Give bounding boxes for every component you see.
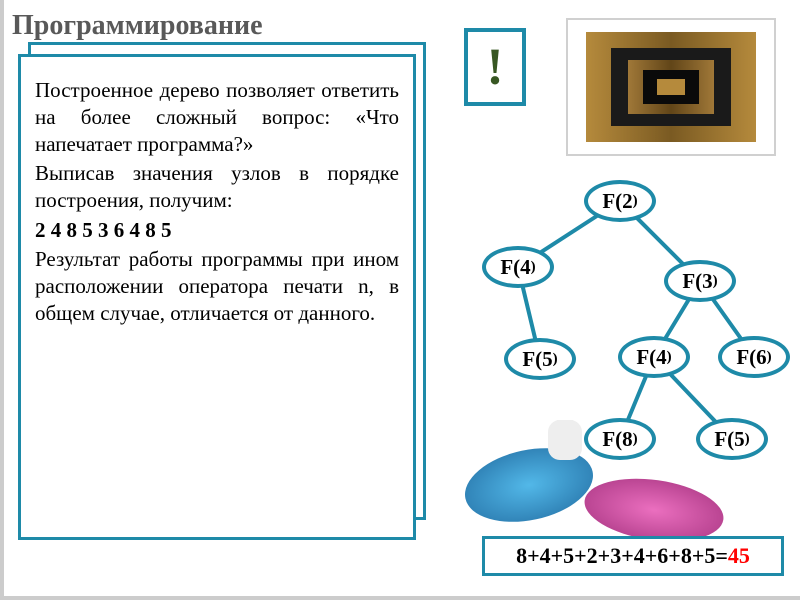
sequence-line: 2 4 8 5 3 6 4 8 5 <box>35 217 399 244</box>
result-answer: 45 <box>728 543 750 569</box>
tree-node-n8: F(8) <box>584 418 656 460</box>
tree-node-n4b: F(4) <box>618 336 690 378</box>
para-2: Выписав значения узлов в порядке построе… <box>35 160 399 214</box>
page-title: Программирование <box>12 10 263 42</box>
tree-node-n2: F(2) <box>584 180 656 222</box>
exclaim-mark: ! <box>486 38 503 97</box>
tree-node-n5a: F(5) <box>504 338 576 380</box>
exclaim-box: ! <box>464 28 526 106</box>
explanation-textbox: Построенное дерево позволяет ответить на… <box>18 54 416 540</box>
result-expression: 8+4+5+2+3+4+6+8+5= <box>516 543 728 569</box>
tree-node-n5b: F(5) <box>696 418 768 460</box>
recursion-tree: F(2)F(4)F(3)F(5)F(4)F(6)F(8)F(5) <box>424 170 800 500</box>
para-1: Построенное дерево позволяет ответить на… <box>35 77 399 158</box>
tree-node-n3: F(3) <box>664 260 736 302</box>
tree-node-n4a: F(4) <box>482 246 554 288</box>
result-box: 8+4+5+2+3+4+6+8+5=45 <box>482 536 784 576</box>
tree-node-n6: F(6) <box>718 336 790 378</box>
para-3: Результат работы программы при ином расп… <box>35 246 399 327</box>
recursive-corridor-image <box>566 18 776 156</box>
